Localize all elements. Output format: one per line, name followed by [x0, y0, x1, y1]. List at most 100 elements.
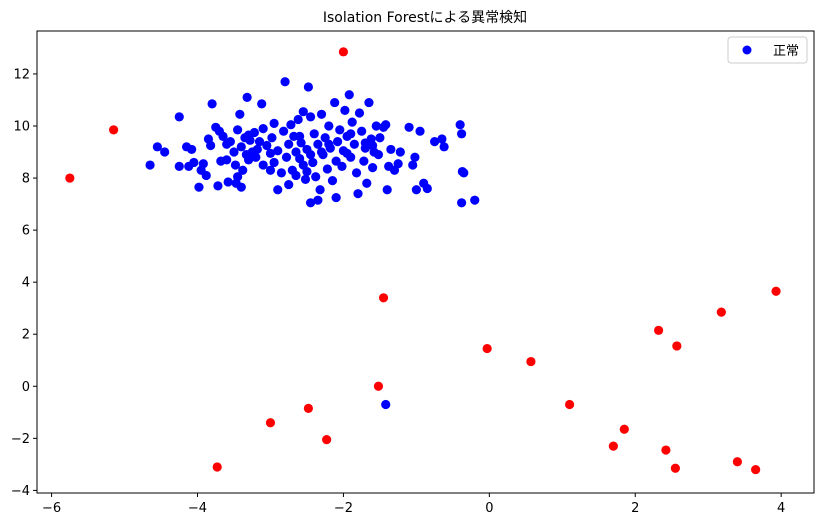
- normal-point-30: [236, 182, 246, 192]
- normal-point-125: [455, 120, 465, 130]
- normal-point-28: [235, 109, 245, 119]
- normal-point-46: [265, 165, 276, 175]
- normal-point-4: [174, 161, 184, 171]
- x-tick-label-2: −2: [334, 501, 353, 516]
- points-layer: [65, 47, 781, 475]
- normal-point-3: [174, 112, 184, 122]
- normal-point-117: [410, 152, 420, 162]
- normal-point-105: [371, 121, 381, 131]
- anomaly-point-10: [654, 325, 664, 335]
- normal-point-136: [331, 192, 341, 203]
- normal-point-29: [236, 142, 246, 152]
- normal-point-52: [279, 126, 289, 136]
- normal-point-95: [353, 189, 363, 199]
- normal-point-143: [342, 148, 352, 158]
- y-tick-label-1: −2: [11, 432, 30, 447]
- y-tick-label-4: 4: [22, 276, 30, 291]
- normal-point-12: [201, 170, 211, 181]
- y-tick-label-0: −4: [11, 484, 30, 499]
- normal-point-111: [386, 144, 396, 155]
- normal-point-98: [359, 156, 369, 166]
- anomaly-point-8: [771, 286, 781, 296]
- anomaly-point-3: [378, 293, 389, 303]
- anomaly-point-16: [608, 441, 618, 451]
- normal-point-8: [189, 157, 199, 168]
- x-tick-label-4: 2: [631, 501, 639, 516]
- normal-point-55: [284, 139, 294, 149]
- anomaly-point-17: [661, 445, 671, 455]
- anomaly-point-11: [672, 341, 682, 351]
- normal-point-150: [381, 399, 391, 410]
- anomaly-point-0: [65, 173, 75, 183]
- normal-point-2: [160, 147, 170, 157]
- normal-point-126: [457, 129, 467, 139]
- y-tick-label-6: 8: [22, 172, 30, 187]
- normal-point-113: [393, 159, 403, 169]
- normal-point-42: [257, 99, 267, 109]
- normal-point-71: [309, 129, 319, 139]
- normal-point-50: [273, 185, 283, 195]
- normal-point-86: [337, 161, 347, 171]
- normal-point-48: [269, 118, 279, 128]
- normal-point-101: [364, 97, 374, 108]
- normal-point-70: [308, 157, 318, 168]
- normal-point-72: [311, 172, 321, 182]
- anomaly-point-12: [265, 418, 276, 428]
- normal-point-75: [316, 109, 327, 119]
- legend: 正常: [727, 36, 808, 64]
- legend-box: [727, 36, 808, 64]
- y-tick-label-7: 10: [13, 120, 30, 135]
- normal-point-146: [305, 150, 316, 160]
- anomaly-point-5: [526, 356, 536, 367]
- normal-point-25: [230, 160, 241, 170]
- x-tick-label-3: 0: [485, 501, 493, 516]
- normal-point-92: [347, 117, 357, 127]
- normal-point-115: [404, 122, 414, 132]
- normal-point-145: [258, 160, 268, 170]
- normal-point-121: [422, 183, 432, 194]
- normal-point-140: [233, 172, 243, 182]
- legend-label-normal: 正常: [773, 44, 799, 59]
- normal-point-81: [327, 176, 338, 186]
- chart-title: Isolation Forestによる異常検知: [323, 9, 527, 26]
- normal-point-107: [375, 133, 385, 143]
- normal-point-128: [459, 168, 469, 178]
- anomaly-point-21: [212, 462, 222, 472]
- normal-point-53: [280, 77, 290, 87]
- normal-point-85: [335, 125, 345, 135]
- normal-point-88: [340, 105, 350, 115]
- y-tick-label-3: 2: [22, 328, 30, 343]
- normal-point-149: [382, 185, 392, 195]
- normal-point-119: [415, 126, 425, 136]
- normal-point-14: [206, 140, 216, 151]
- normal-point-79: [324, 121, 334, 131]
- normal-point-106: [373, 150, 384, 160]
- x-tick-label-5: 4: [777, 501, 785, 516]
- anomaly-point-6: [373, 381, 384, 391]
- normal-point-23: [225, 137, 235, 147]
- anomaly-point-2: [338, 47, 349, 57]
- normal-point-11: [198, 159, 208, 169]
- y-tick-label-2: 0: [22, 380, 30, 395]
- normal-point-124: [439, 142, 449, 152]
- normal-point-24: [229, 147, 239, 157]
- normal-point-63: [298, 107, 308, 117]
- normal-point-69: [305, 198, 316, 208]
- normal-point-78: [322, 164, 332, 174]
- normal-point-51: [276, 168, 287, 178]
- normal-point-67: [303, 82, 313, 92]
- normal-point-137: [346, 129, 356, 139]
- normal-point-130: [470, 195, 480, 205]
- normal-point-142: [313, 195, 323, 205]
- normal-point-100: [362, 178, 372, 188]
- anomaly-point-15: [619, 424, 629, 434]
- y-axis: −4 −2 0 2 4 6 8 10 12: [11, 67, 37, 499]
- normal-point-148: [291, 170, 301, 181]
- normal-point-122: [430, 137, 440, 147]
- normal-point-129: [457, 198, 467, 208]
- normal-point-40: [252, 144, 262, 155]
- normal-point-41: [254, 137, 265, 147]
- normal-point-93: [349, 139, 359, 149]
- normal-point-47: [267, 133, 277, 143]
- normal-point-139: [284, 179, 294, 190]
